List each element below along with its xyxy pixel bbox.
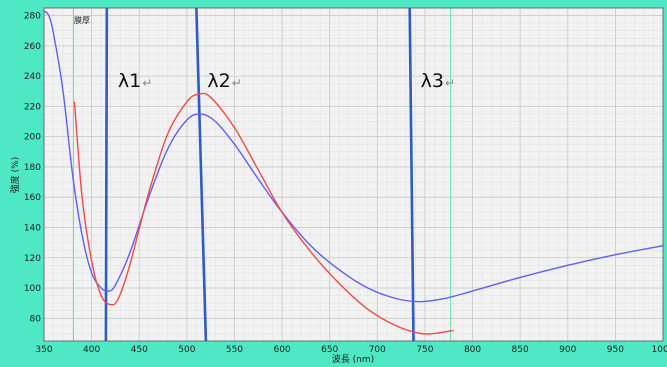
y-tick-label: 200 — [24, 133, 41, 143]
x-tick-label: 1000 — [652, 345, 667, 355]
y-tick-label: 140 — [24, 223, 41, 233]
y-tick-label: 80 — [30, 314, 42, 324]
annotation-label: 膜厚 — [74, 15, 90, 25]
return-mark: ↵ — [445, 76, 455, 90]
x-tick-label: 550 — [226, 345, 243, 355]
x-tick-label: 600 — [273, 345, 290, 355]
y-axis-label: 強度 (%) — [9, 157, 21, 193]
y-tick-label: 240 — [24, 72, 41, 82]
x-tick-label: 350 — [35, 345, 52, 355]
series-lines — [43, 10, 664, 335]
y-tick-label: 120 — [24, 254, 41, 264]
x-tick-label: 400 — [83, 345, 100, 355]
y-tick-label: 260 — [24, 42, 41, 52]
y-tick-label: 100 — [24, 284, 41, 294]
x-tick-label: 800 — [464, 345, 481, 355]
x-tick-label: 700 — [369, 345, 386, 355]
marker-label-λ3: λ3 — [421, 70, 444, 92]
marker-label-λ1: λ1 — [118, 70, 141, 92]
x-tick-label: 500 — [178, 345, 195, 355]
y-tick-label: 160 — [24, 193, 41, 203]
return-mark: ↵ — [232, 76, 242, 90]
y-tick-labels: 80 100 120 140 160 180 200 220 240 260 280 — [24, 12, 41, 325]
x-tick-label: 900 — [559, 345, 576, 355]
x-tick-label: 850 — [512, 345, 529, 355]
plot-border — [43, 7, 664, 342]
marker-label-λ2: λ2 — [207, 70, 230, 92]
series-line-1 — [43, 10, 664, 303]
marker-line-λ3 — [408, 7, 415, 342]
y-tick-label: 220 — [24, 102, 41, 112]
x-tick-label: 650 — [321, 345, 338, 355]
series-line-2 — [73, 92, 454, 335]
x-tick-label: 450 — [131, 345, 148, 355]
marker-labels: λ1 ↵ λ2 ↵ λ3 ↵ — [118, 70, 455, 92]
marker-line-λ1 — [104, 7, 109, 342]
x-tick-label: 950 — [607, 345, 624, 355]
y-tick-label: 180 — [24, 163, 41, 173]
grid — [43, 8, 664, 341]
return-mark: ↵ — [142, 76, 152, 90]
marker-lines — [73, 7, 452, 342]
x-tick-labels: 350 400 450 500 550 600 650 700 750 800 850 900 950 1… — [35, 345, 667, 355]
y-tick-label: 280 — [24, 12, 41, 22]
x-tick-label: 750 — [416, 345, 433, 355]
marker-line-λ2 — [195, 7, 208, 342]
x-axis-label: 波長 (nm) — [332, 353, 374, 365]
